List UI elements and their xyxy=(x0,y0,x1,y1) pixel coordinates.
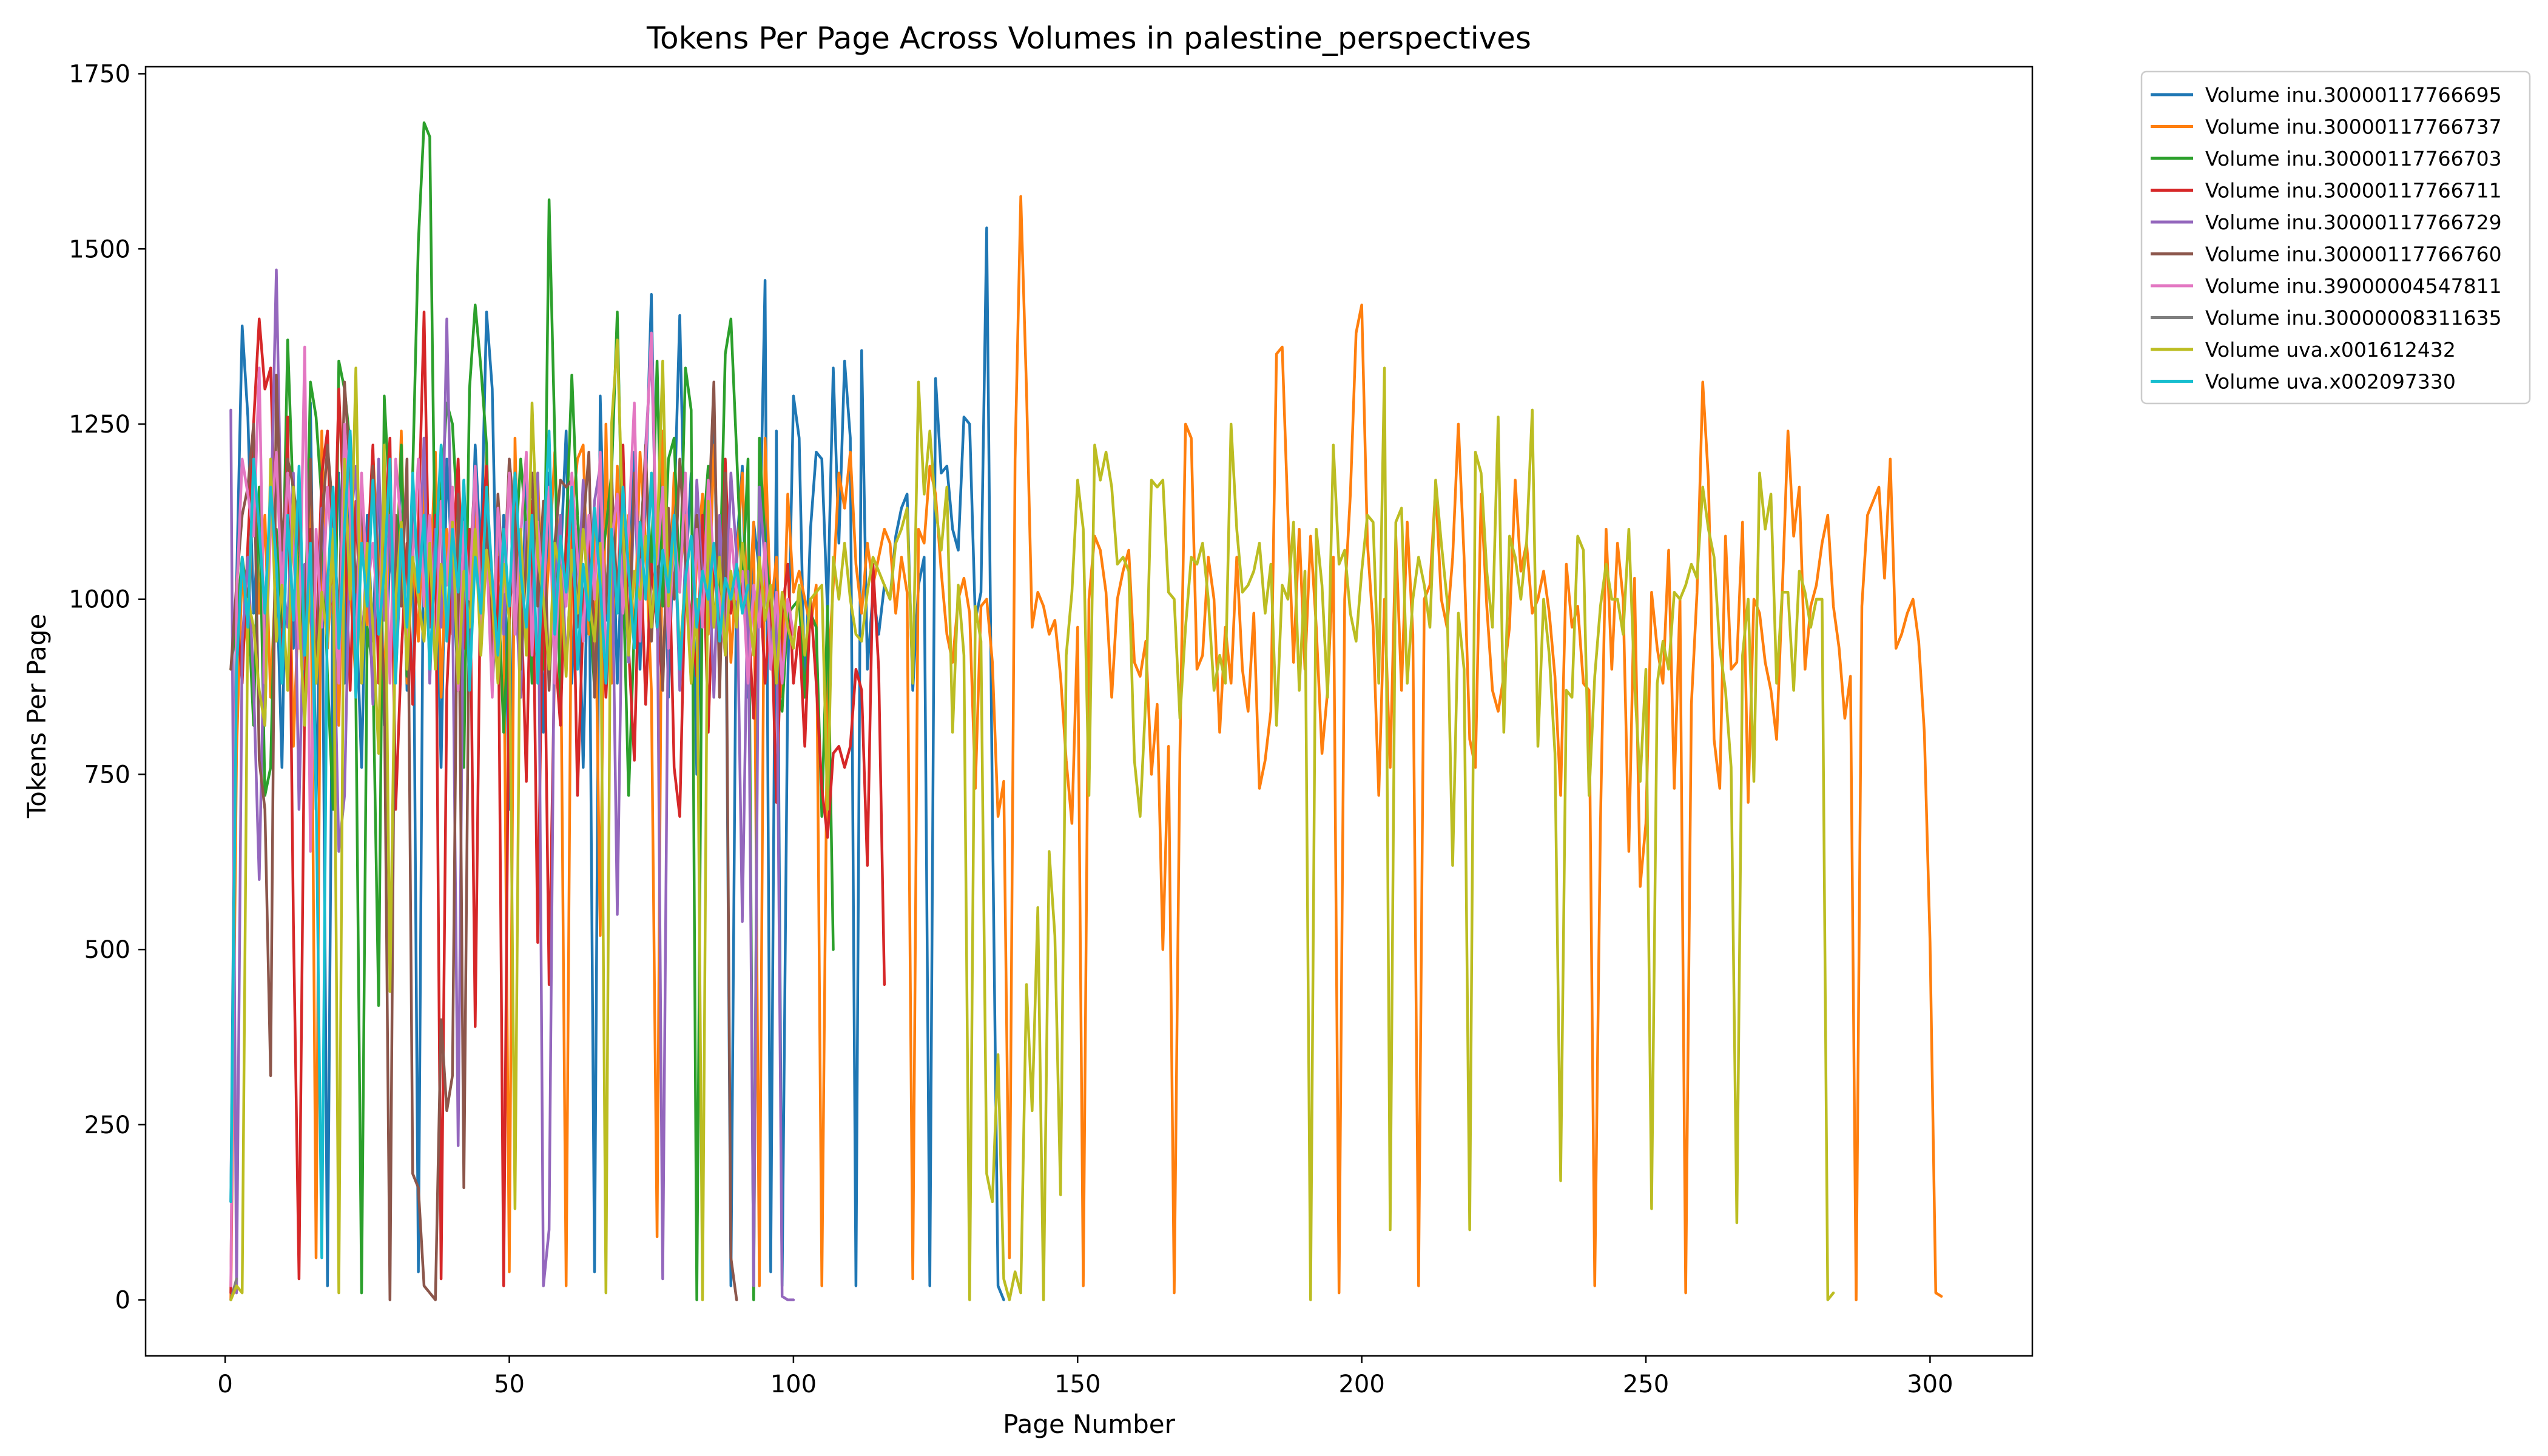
series-line-4 xyxy=(229,310,886,1295)
series-line-10 xyxy=(229,430,750,1259)
legend-label: Volume inu.39000004547811 xyxy=(2205,274,2502,298)
series-lines xyxy=(229,121,1943,1301)
y-tick-label: 0 xyxy=(115,1287,130,1315)
legend-item: Volume inu.30000117766695 xyxy=(2151,83,2502,107)
y-tick-label: 1250 xyxy=(69,411,130,439)
legend-label: Volume uva.x002097330 xyxy=(2205,370,2456,394)
legend-label: Volume inu.30000117766737 xyxy=(2205,115,2502,139)
legend-item: Volume inu.30000117766711 xyxy=(2151,179,2502,203)
y-tick-label: 500 xyxy=(84,936,130,964)
y-tick-label: 1500 xyxy=(69,235,130,263)
chart-title: Tokens Per Page Across Volumes in palest… xyxy=(646,21,1531,56)
series-line-3 xyxy=(229,121,835,1301)
legend-label: Volume inu.30000008311635 xyxy=(2205,306,2502,330)
y-tick-label: 1000 xyxy=(69,586,130,614)
x-tick-label: 0 xyxy=(217,1370,232,1398)
legend-item: Volume inu.30000008311635 xyxy=(2151,306,2502,330)
legend-label: Volume inu.30000117766729 xyxy=(2205,211,2502,234)
legend-item: Volume inu.30000117766737 xyxy=(2151,115,2502,139)
legend-item: Volume inu.39000004547811 xyxy=(2151,274,2502,298)
legend-label: Volume inu.30000117766695 xyxy=(2205,83,2502,107)
legend-item: Volume inu.30000117766729 xyxy=(2151,211,2502,234)
y-tick-label: 1750 xyxy=(69,61,130,89)
plot-area: 0 50 100 150 200 250 300 0 250 500 750 1000 1250 1500… xyxy=(69,61,2034,1398)
x-tick-label: 100 xyxy=(770,1370,817,1398)
legend-label: Volume inu.30000117766703 xyxy=(2205,147,2502,170)
legend-label: Volume uva.x001612432 xyxy=(2205,338,2456,362)
legend-item: Volume inu.30000117766703 xyxy=(2151,147,2502,170)
legend: Volume inu.30000117766695 Volume inu.3000… xyxy=(2140,70,2531,405)
x-tick-label: 200 xyxy=(1338,1370,1384,1398)
x-axis-label: Page Number xyxy=(1003,1409,1175,1439)
legend-box xyxy=(2140,70,2531,405)
legend-label: Volume inu.30000117766760 xyxy=(2205,243,2502,266)
legend-item: Volume uva.x002097330 xyxy=(2151,370,2456,394)
plot-frame xyxy=(144,66,2034,1357)
x-tick-label: 50 xyxy=(494,1370,525,1398)
y-axis-label: Tokens Per Page xyxy=(22,614,52,819)
legend-item: Volume inu.30000117766760 xyxy=(2151,243,2502,266)
x-tick-label: 150 xyxy=(1054,1370,1100,1398)
x-tick-label: 300 xyxy=(1907,1370,1953,1398)
y-tick-label: 250 xyxy=(84,1111,130,1139)
legend-label: Volume inu.30000117766711 xyxy=(2205,179,2502,203)
series-line-9 xyxy=(229,339,1835,1301)
y-tick-label: 750 xyxy=(84,761,130,789)
x-tick-label: 250 xyxy=(1623,1370,1669,1398)
legend-item: Volume uva.x001612432 xyxy=(2151,338,2456,362)
